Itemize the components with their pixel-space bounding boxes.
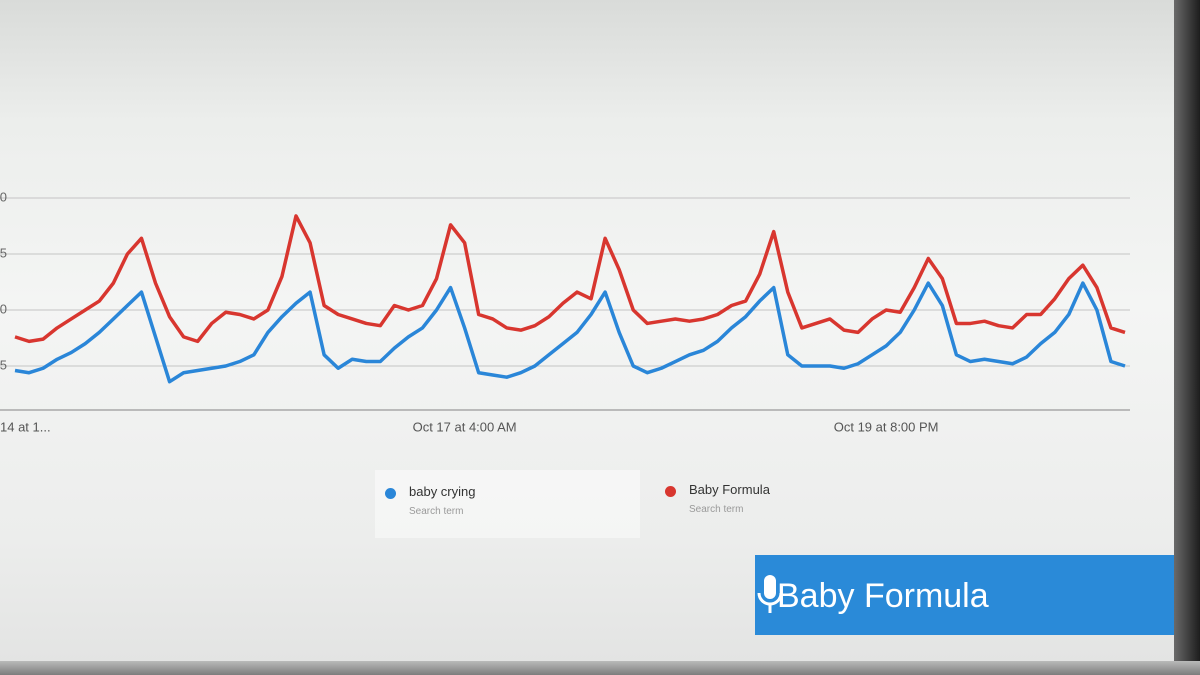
monitor-edge xyxy=(1174,0,1200,675)
x-tick-label: Oct 17 at 4:00 AM xyxy=(413,419,517,434)
legend: baby crying Search term Baby Formula Sea… xyxy=(375,470,770,538)
x-tick-label: 14 at 1... xyxy=(0,419,51,434)
legend-dot xyxy=(665,486,676,497)
search-query: Baby Formula xyxy=(777,577,989,615)
y-tick-label: 50 xyxy=(0,301,7,316)
legend-sublabel: Search term xyxy=(409,506,464,517)
y-tick-label: 100 xyxy=(0,189,7,204)
legend-label: baby crying xyxy=(409,484,476,499)
series-line xyxy=(14,214,1126,344)
mic-icon[interactable] xyxy=(755,573,785,617)
legend-label: Baby Formula xyxy=(689,482,770,497)
x-tick-label: Oct 19 at 8:00 PM xyxy=(834,419,939,434)
series-line xyxy=(14,281,1126,384)
monitor-edge xyxy=(0,661,1200,675)
y-tick-label: 25 xyxy=(0,357,7,372)
legend-sublabel: Search term xyxy=(689,504,744,515)
y-tick-label: 75 xyxy=(0,245,7,260)
search-box[interactable]: Baby Formula xyxy=(755,555,1175,635)
chart: 25 50 75 100 14 at 1... Oct 17 at 4:00 AM Oct … xyxy=(0,189,1130,434)
legend-dot xyxy=(385,488,396,499)
